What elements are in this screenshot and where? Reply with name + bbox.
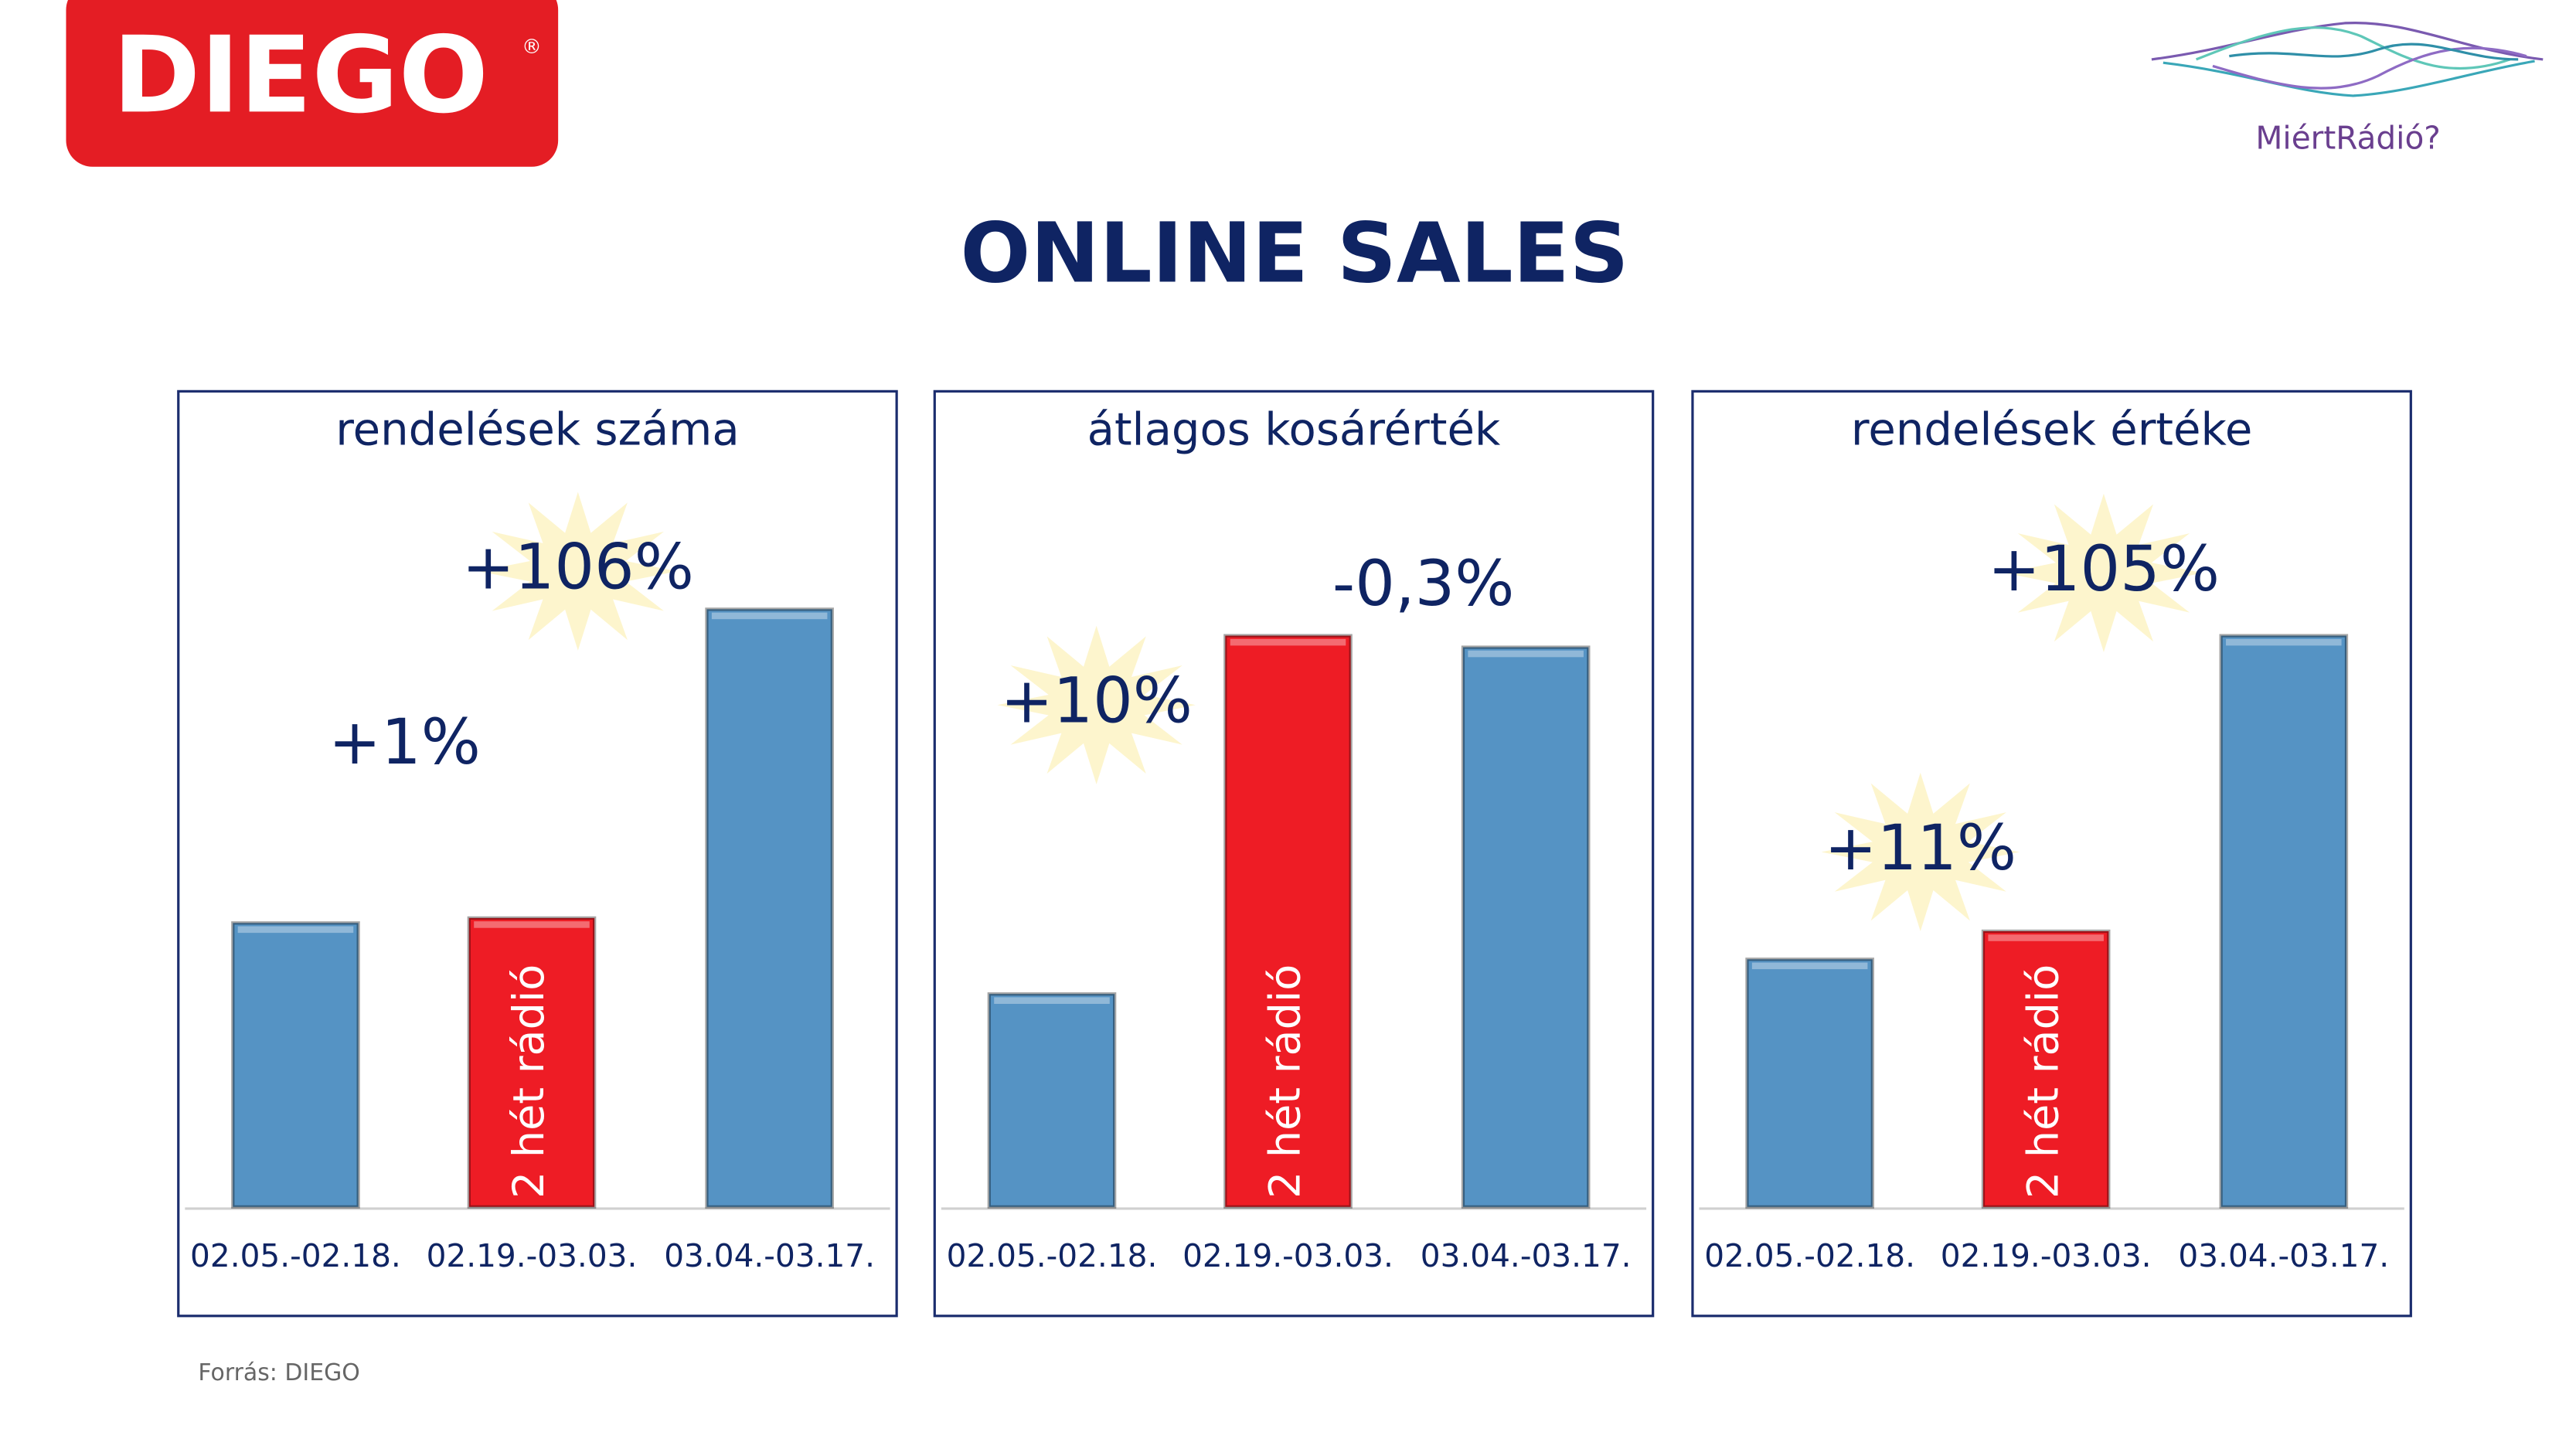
bar [1223,634,1353,1209]
annotation: +105% [1988,533,2220,606]
annotation: -0,3% [1332,548,1515,621]
bar [705,607,834,1209]
starburst [1821,772,2020,931]
bar-highlight [1468,650,1584,658]
x-tick-label: 03.04.-03.17. [664,1237,875,1274]
bar [2219,634,2349,1209]
bar [467,916,597,1209]
panel [177,389,898,1318]
chart-title: rendelések száma [335,403,740,455]
chart-title: átlagos kosárérték [1087,403,1501,455]
x-tick-label: 02.05.-02.18. [1704,1237,1915,1274]
diego-logo-bg [66,0,559,167]
x-tick-label: 02.05.-02.18. [190,1237,401,1274]
source: Forrás: DIEGO [198,1359,359,1386]
annotation: +11% [1825,812,2016,885]
x-tick-label: 02.19.-03.03. [427,1237,638,1274]
bar-highlight [1751,962,1868,970]
chart-title: rendelések értéke [1851,403,2252,455]
x-tick-label: 02.19.-03.03. [1183,1237,1393,1274]
radio-logo: MiértRádió? [2255,120,2440,157]
annotation: +106% [462,532,694,604]
x-tick-label: 03.04.-03.17. [2178,1237,2389,1274]
diego-logo: DIEGO [113,14,488,137]
bar [987,992,1117,1209]
radio-logo-wave [2151,21,2544,97]
bar-highlight [474,921,590,928]
bar-highlight [2226,638,2342,646]
bar-highlight [711,612,828,620]
annotation: +10% [1000,665,1192,738]
starburst [478,492,677,651]
bar-highlight [994,997,1110,1004]
starburst [997,625,1196,784]
panel [933,389,1655,1318]
diego-logo-mark: ® [522,36,542,59]
annotation: +1% [328,706,481,779]
bar [1745,957,1874,1209]
panel [1691,389,2412,1318]
bar-label: 2 hét rádió [1261,964,1311,1199]
bar-highlight [1230,638,1346,646]
x-tick-label: 03.04.-03.17. [1421,1237,1632,1274]
bar-highlight [237,926,354,934]
bar-label: 2 hét rádió [2018,964,2068,1199]
x-tick-label: 02.05.-02.18. [947,1237,1158,1274]
x-tick-label: 02.19.-03.03. [1941,1237,2152,1274]
bar [1981,929,2111,1209]
bar-label: 2 hét rádió [504,964,554,1199]
bar [1461,645,1591,1209]
page-title: ONLINE SALES [960,206,1628,302]
bar-highlight [1988,934,2104,941]
starburst [2004,493,2203,652]
bar [231,921,360,1209]
